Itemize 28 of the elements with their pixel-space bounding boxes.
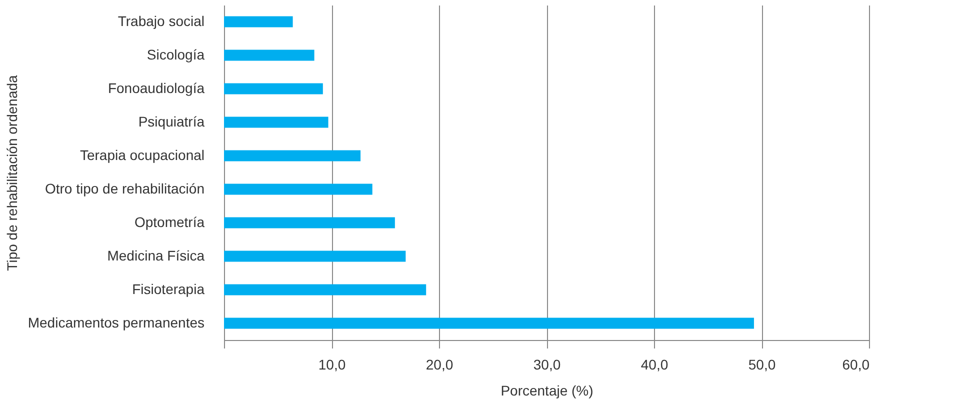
y-tick-label: Fisioterapia [132,280,205,297]
y-tick-label: Medicina Física [107,247,205,264]
y-tick-label: Medicamentos permanentes [28,314,204,330]
y-tick-label: Psiquiatría [138,113,205,130]
x-axis-title: Porcentaje (%) [500,382,594,398]
bar [224,217,395,228]
y-tick-label: Trabajo social [118,12,204,29]
y-tick-label: Optometría [134,214,205,230]
bar [224,83,323,94]
y-tick-label: Terapia ocupacional [80,146,204,163]
y-tick-label: Sicología [146,46,205,62]
x-tick-label: 40,0 [640,356,668,372]
bar [224,184,372,195]
x-tick-label: 50,0 [748,356,776,372]
x-tick-label: 30,0 [533,356,561,372]
bar [224,284,426,296]
bar [224,116,328,128]
bar [224,250,406,262]
bar [224,16,293,28]
x-tick-label: 60,0 [842,356,870,372]
y-tick-label: Otro tipo de rehabilitación [44,180,204,196]
y-tick-label: Fonoaudiología [108,80,205,96]
y-axis-title: Tipo de rehabilitación ordenada [4,74,20,271]
x-tick-label: 20,0 [426,356,454,372]
bar [224,150,361,162]
bar [224,318,754,329]
bar [224,50,314,61]
x-tick-label: 10,0 [318,356,346,372]
